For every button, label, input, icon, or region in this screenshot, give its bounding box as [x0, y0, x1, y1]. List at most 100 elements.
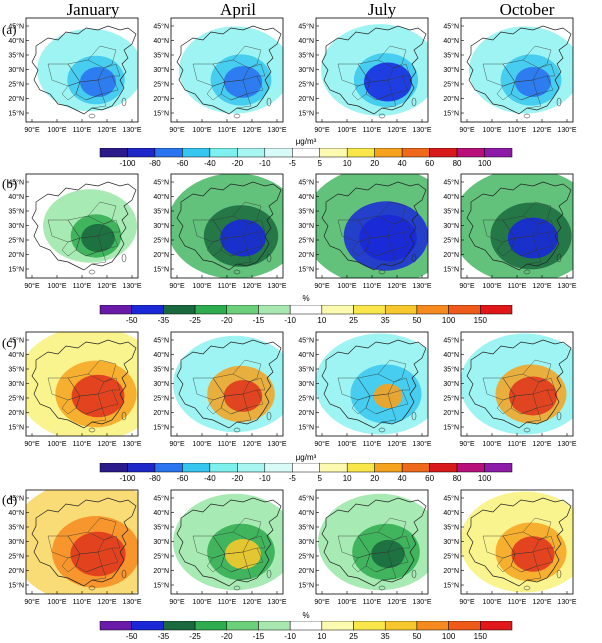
province-border: [496, 81, 516, 101]
province-border: [377, 45, 407, 69]
y-tick-label: 45°N: [443, 337, 459, 345]
x-tick-label: 100°E: [482, 126, 501, 134]
colorbar-swatch: [346, 463, 375, 473]
colorbar-2-unit: %: [302, 294, 310, 303]
x-tick-label: 110°E: [73, 126, 92, 134]
y-tick-label: 45°N: [153, 23, 169, 31]
province-border: [522, 517, 552, 541]
province-border: [522, 359, 552, 383]
x-tick-label: 110°E: [508, 598, 527, 606]
x-tick-label: 100°E: [482, 282, 501, 290]
province-border: [206, 237, 226, 257]
y-tick-label: 20°N: [8, 251, 24, 259]
island-outline: [523, 427, 531, 433]
province-border: [248, 219, 266, 233]
colorbar-tick-label: -25: [189, 316, 201, 325]
y-tick-label: 30°N: [153, 66, 169, 74]
x-tick-label: 120°E: [97, 282, 116, 290]
province-border: [520, 407, 542, 423]
x-tick-label: 130°E: [267, 598, 286, 606]
province-border: [230, 565, 252, 581]
colorbar-tick-label: -5: [289, 159, 297, 168]
y-tick-label: 35°N: [8, 524, 24, 532]
y-tick-label: 45°N: [298, 495, 314, 503]
colorbar-swatch: [289, 305, 323, 315]
country-outline: [176, 339, 282, 429]
island-outline: [266, 253, 272, 263]
shading-core: [371, 539, 405, 569]
y-tick-label: 15°N: [8, 266, 24, 274]
x-tick-label: 90°E: [314, 440, 330, 448]
colorbar-tick-label: -20: [221, 632, 233, 641]
x-tick-label: 100°E: [337, 282, 356, 290]
province-border: [387, 389, 409, 409]
country-outline: [31, 25, 137, 115]
y-tick-label: 45°N: [8, 495, 24, 503]
colorbar-swatch: [99, 463, 128, 473]
island-outline: [121, 411, 127, 421]
y-tick-label: 15°N: [298, 110, 314, 118]
province-border: [206, 395, 226, 415]
country-outline: [176, 181, 282, 271]
x-tick-label: 110°E: [73, 440, 92, 448]
island-outline: [378, 585, 386, 591]
province-border: [248, 63, 266, 77]
colorbar-swatch: [182, 463, 211, 473]
province-border: [375, 407, 397, 423]
colorbar-swatch: [401, 148, 430, 158]
colorbar-tick-label: 25: [349, 632, 358, 641]
colorbar-2: -50 -35 -25 -20 -15 -10 10 25 35 50 100 150: [99, 305, 513, 325]
province-border: [232, 359, 262, 383]
country-outline: [31, 497, 137, 587]
x-tick-label: 90°E: [24, 282, 40, 290]
x-tick-label: 90°E: [169, 440, 185, 448]
province-border: [377, 359, 407, 383]
province-border: [230, 249, 252, 265]
shading-core: [80, 67, 116, 97]
y-tick-label: 15°N: [443, 110, 459, 118]
x-tick-label: 100°E: [482, 598, 501, 606]
colorbar-tick-label: -80: [149, 474, 161, 483]
x-tick-label: 130°E: [122, 598, 141, 606]
y-tick-label: 45°N: [8, 337, 24, 345]
shading-core: [515, 67, 551, 97]
island-outline: [378, 427, 386, 433]
island-outline: [88, 113, 96, 119]
colorbar-tick-label: 80: [453, 474, 462, 483]
shading-core: [507, 217, 559, 259]
colorbar-swatch: [289, 621, 323, 631]
province-border: [520, 249, 542, 265]
colorbar-tick-label: -20: [232, 474, 244, 483]
colorbar-tick-label: -35: [158, 316, 170, 325]
province-border: [351, 237, 371, 257]
y-tick-label: 40°N: [8, 193, 24, 201]
colorbar-swatch: [353, 305, 386, 315]
colorbar-4-unit: %: [302, 611, 310, 620]
colorbar-tick-label: -50: [126, 632, 138, 641]
province-border: [496, 395, 516, 415]
map-panel-0-1: 45°N 40°N 35°N 30°N 25°N 20°N 15°N90°E 100°E 110…: [153, 17, 287, 134]
island-outline: [556, 253, 562, 263]
island-outline: [266, 411, 272, 421]
colorbar-swatch: [209, 463, 238, 473]
colorbar-tick-label: 40: [398, 159, 407, 168]
colorbar-tick-label: -60: [177, 474, 189, 483]
x-tick-label: 120°E: [97, 126, 116, 134]
province-border: [87, 201, 117, 225]
colorbar-swatch: [131, 305, 164, 315]
colorbar-tick-label: -10: [259, 474, 271, 483]
x-tick-label: 120°E: [532, 282, 551, 290]
shading-core: [364, 62, 412, 102]
colorbar-swatch: [484, 463, 513, 473]
colorbar-tick-label: -100: [119, 159, 136, 168]
colorbar-tick-label: 10: [317, 316, 326, 325]
y-tick-label: 20°N: [8, 567, 24, 575]
colorbar-tick-label: -40: [204, 474, 216, 483]
colorbar-tick-label: -25: [189, 632, 201, 641]
map-panel-2-0: 45°N 40°N 35°N 30°N 25°N 20°N 15°N90°E 100°E 110…: [8, 331, 142, 448]
colorbar-tick-label: -20: [221, 316, 233, 325]
colorbar-tick-label: -80: [149, 159, 161, 168]
province-border: [230, 407, 252, 423]
column-header-january: January: [66, 0, 120, 19]
province-border: [351, 395, 371, 415]
